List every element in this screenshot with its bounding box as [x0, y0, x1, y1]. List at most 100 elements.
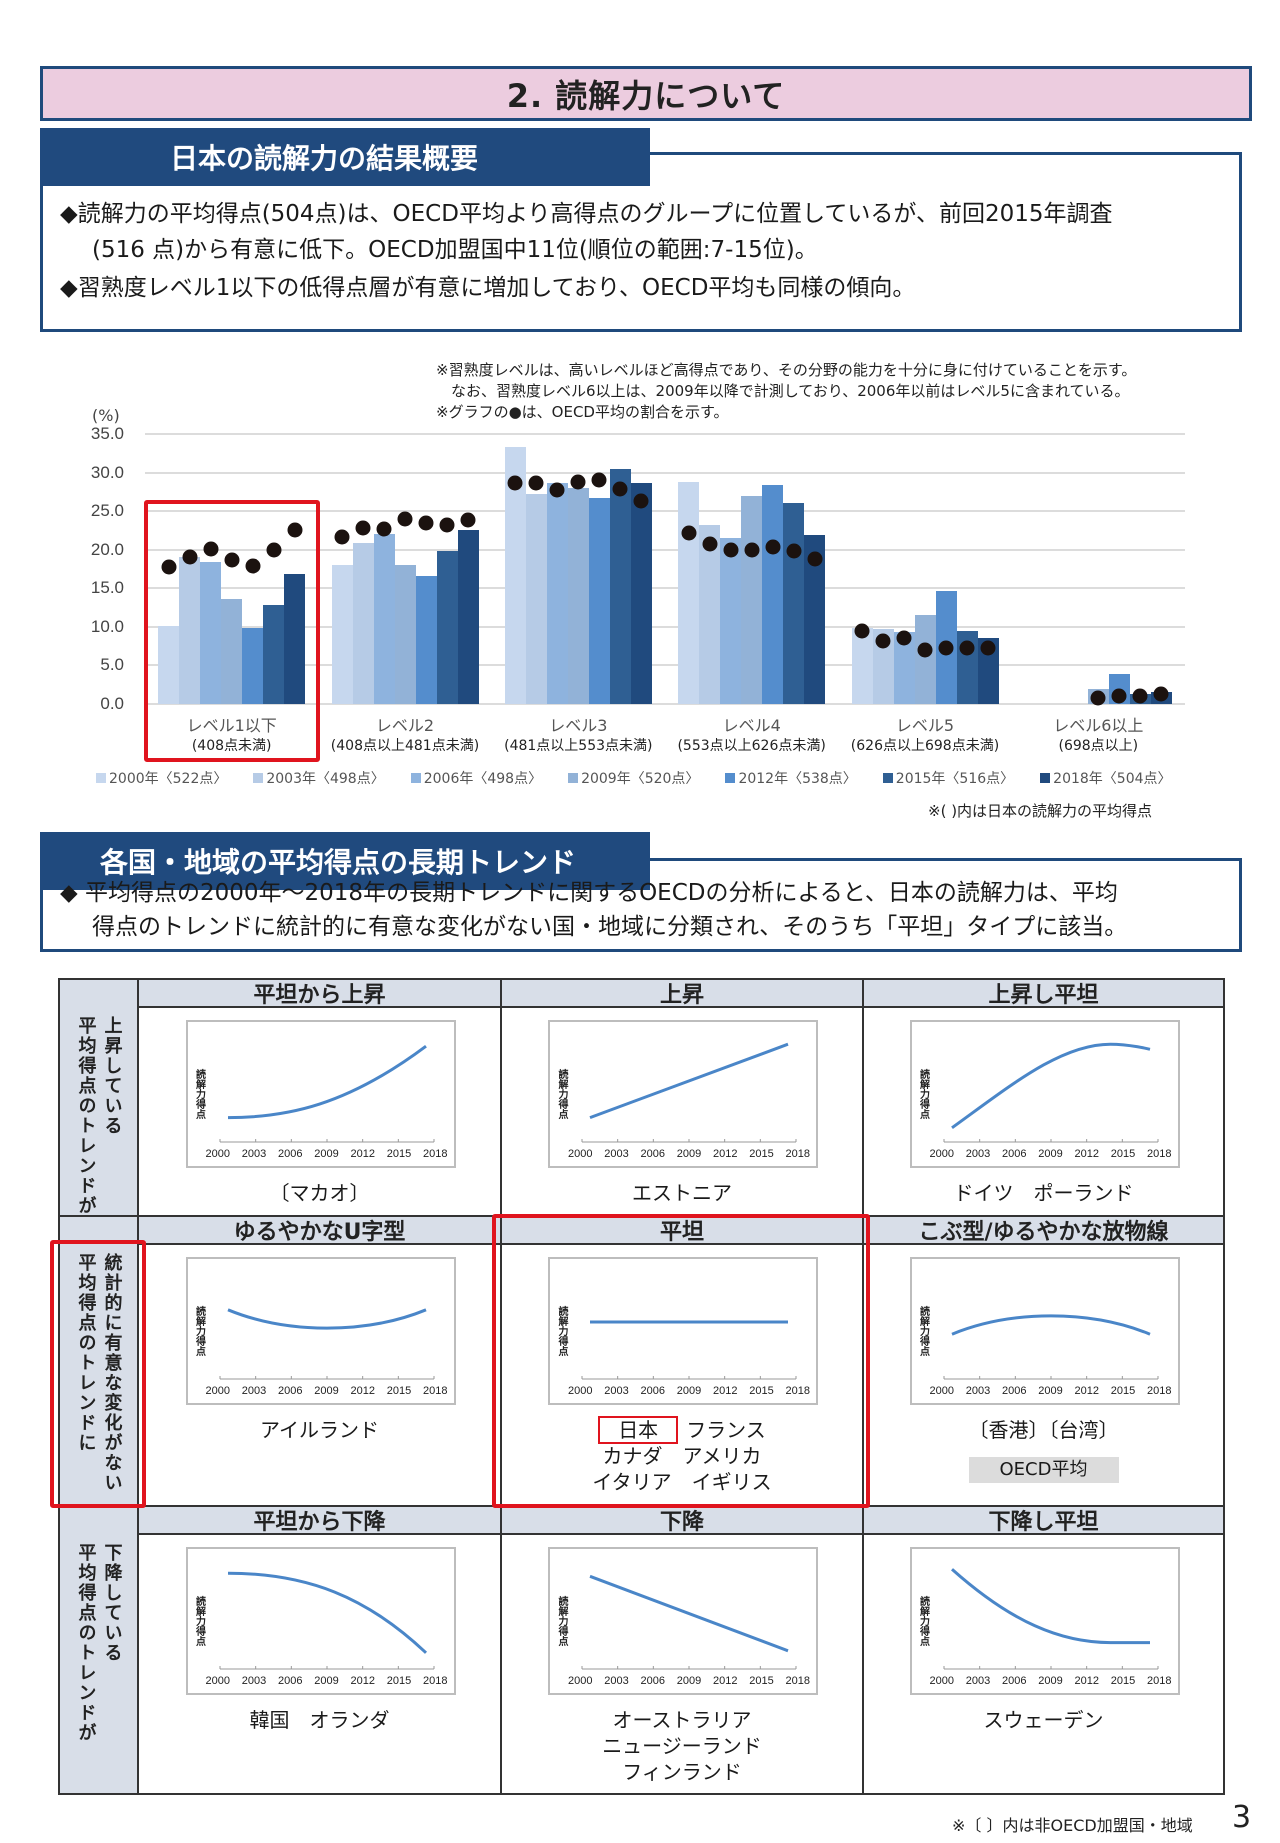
oecd-average-marker	[765, 539, 781, 555]
oecd-average-marker	[355, 520, 371, 536]
oecd-average-marker	[507, 475, 523, 491]
trend-curve	[581, 1574, 797, 1670]
page-title: 2. 読解力について	[40, 66, 1252, 121]
mini-y-label: 読解力得点	[193, 1596, 205, 1646]
row-header-text: 下降している	[101, 1543, 123, 1663]
legend-item: 2012年〈538点〉	[725, 768, 857, 788]
legend-item: 2000年〈522点〉	[96, 768, 227, 788]
oecd-average-marker	[1111, 688, 1127, 704]
mini-trend-chart: 読解力得点 2000 2003 2006 2009 2012 2015 2018	[909, 1020, 1180, 1168]
bar	[158, 626, 180, 704]
bar	[609, 468, 631, 704]
bar	[588, 498, 610, 704]
oecd-average-marker	[591, 472, 607, 488]
bar	[720, 538, 742, 704]
trend-classification-table: 平均得点のトレンドが 上昇している 平均得点のトレンドに 統計的に有意な変化がない 平均…	[58, 978, 1225, 1795]
mini-trend-chart: 読解力得点 2000 2003 2006 2009 2012 2015 2018	[909, 1547, 1180, 1695]
bar	[914, 615, 936, 704]
y-tick-label: 30.0	[90, 462, 124, 482]
gridline	[145, 625, 1185, 628]
country-list: 韓国 オランダ	[249, 1708, 390, 1732]
oecd-average-marker	[723, 542, 739, 558]
oecd-average-marker	[224, 552, 240, 568]
mini-x-ticks: 2000 2003 2006 2009 2012 2015 2018	[205, 1675, 448, 1687]
trend-type-header: 上昇し平坦	[864, 980, 1225, 1008]
oecd-average-marker	[245, 558, 261, 574]
oecd-average-marker	[1153, 686, 1169, 702]
bar	[893, 631, 915, 704]
mini-trend-chart: 読解力得点 2000 2003 2006 2009 2012 2015 2018	[185, 1257, 456, 1405]
mini-x-ticks: 2000 2003 2006 2009 2012 2015 2018	[568, 1675, 810, 1687]
trend-bullet: ◆ 平均得点の2000年～2018年の長期トレンドに関するOECDの分析によると…	[60, 880, 1128, 940]
oecd-average-marker	[681, 525, 697, 541]
legend-swatch	[253, 773, 264, 783]
bar	[567, 488, 589, 704]
trend-curve	[943, 1042, 1158, 1143]
legend-item: 2015年〈516点〉	[882, 768, 1014, 788]
oecd-average-marker	[1090, 690, 1106, 706]
trend-type-cell: 読解力得点 2000 2003 2006 2009 2012 2015 2018 日本 フランスカ…	[502, 1245, 864, 1507]
oecd-average-marker	[807, 551, 823, 567]
legend-item: 2003年〈498点〉	[253, 768, 385, 788]
gridline	[145, 548, 1185, 551]
oecd-average-marker	[570, 474, 586, 490]
trend-header: 各国・地域の平均得点の長期トレンド	[40, 832, 650, 890]
country-list: 〔香港〕〔台湾〕 OECD平均	[864, 1417, 1223, 1483]
footer-note: ※〔 〕内は非OECD加盟国・地域	[952, 1816, 1193, 1835]
bar	[678, 481, 700, 704]
legend-item: 2009年〈520点〉	[568, 768, 699, 788]
oecd-average-marker	[439, 517, 455, 533]
legend-swatch	[568, 773, 579, 783]
mini-trend-chart: 読解力得点 2000 2003 2006 2009 2012 2015 2018	[909, 1257, 1180, 1405]
trend-curve	[219, 1571, 434, 1670]
trend-type-cell: 読解力得点 2000 2003 2006 2009 2012 2015 2018 アイルランド	[139, 1245, 502, 1507]
oecd-average-marker	[854, 623, 870, 639]
mini-y-label: 読解力得点	[556, 1306, 567, 1356]
country-list: 〔マカオ〕	[269, 1181, 370, 1205]
oecd-average-marker	[744, 542, 760, 558]
oecd-average-marker	[980, 640, 996, 656]
trend-type-cell: 読解力得点 2000 2003 2006 2009 2012 2015 2018 エストニア	[502, 1008, 864, 1217]
legend-item: 2006年〈498点〉	[410, 768, 542, 788]
trend-curve	[219, 1308, 434, 1380]
trend-curve	[943, 1314, 1158, 1380]
y-tick-label: 0.0	[100, 694, 124, 713]
mini-x-ticks: 2000 2003 2006 2009 2012 2015 2018	[568, 1385, 810, 1397]
mini-y-label: 読解力得点	[556, 1069, 567, 1119]
gridline	[145, 703, 1185, 705]
trend-type-header: 上昇	[502, 980, 864, 1008]
y-axis-unit: (%)	[92, 406, 120, 425]
oecd-average-marker	[702, 536, 718, 552]
country-list: オーストラリア ニュージーランド フィンランド	[602, 1708, 762, 1784]
category-label: レベル1以下 (408点未満)	[186, 716, 277, 754]
row-header-text: 平均得点のトレンドが	[75, 1543, 97, 1743]
oecd-average-marker	[1132, 688, 1148, 704]
bar	[804, 535, 826, 704]
bar	[436, 551, 458, 704]
mini-trend-chart: 読解力得点 2000 2003 2006 2009 2012 2015 2018	[548, 1257, 818, 1405]
oecd-average-marker	[959, 640, 975, 656]
mini-trend-chart: 読解力得点 2000 2003 2006 2009 2012 2015 2018	[185, 1020, 456, 1168]
bar	[504, 447, 526, 704]
summary-bullets: ◆読解力の平均得点(504点)は、OECD平均より高得点のグループに位置している…	[60, 196, 1240, 306]
category-label: レベル6以上 (698点以上)	[1053, 716, 1144, 754]
row-header: 平均得点のトレンドが 下降している	[60, 1507, 139, 1795]
oecd-average-marker	[203, 541, 219, 557]
oecd-average-badge: OECD平均	[968, 1457, 1119, 1483]
oecd-average-marker	[418, 515, 434, 531]
proficiency-bar-chart: (%) 35.0 30.0 25.0 20.0 15.0 10.0 5.0 0.0 レベル1以…	[0, 400, 1280, 820]
bar	[284, 574, 306, 704]
bar	[352, 542, 374, 704]
y-tick-label: 20.0	[90, 539, 124, 559]
trend-type-cell: 読解力得点 2000 2003 2006 2009 2012 2015 2018 〔マカオ〕	[139, 1008, 502, 1217]
oecd-average-marker	[938, 640, 954, 656]
chart-notes: ※習熟度レベルは、高いレベルほど高得点であり、その分野の能力を十分に身に付けてい…	[436, 361, 1137, 421]
row-header: 平均得点のトレンドが 上昇している	[60, 980, 139, 1217]
bar	[546, 483, 568, 704]
trend-type-header: ゆるやかなU字型	[139, 1217, 502, 1245]
trend-type-header: 平坦から上昇	[139, 980, 502, 1008]
bar	[415, 575, 437, 704]
trend-type-header: こぶ型/ゆるやかな放物線	[864, 1217, 1225, 1245]
oecd-average-marker	[528, 475, 544, 491]
oecd-average-marker	[182, 549, 198, 565]
